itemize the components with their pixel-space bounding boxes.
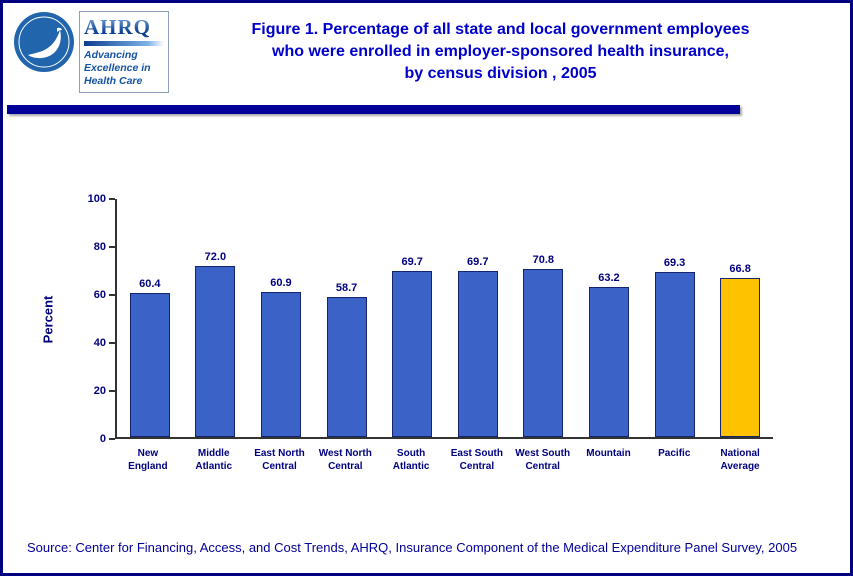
bar-slot: 70.8	[511, 199, 577, 437]
bar-value-label: 60.9	[270, 277, 292, 290]
category-label: Pacific	[641, 443, 707, 473]
y-tick-label: 100	[87, 193, 106, 205]
bar-value-label: 69.7	[467, 256, 489, 269]
ahrq-tagline-line: Health Care	[84, 75, 143, 87]
bar-pacific	[654, 272, 695, 437]
bar-slot: 60.9	[248, 199, 314, 437]
ahrq-logo: AHRQ Advancing Excellence in Health Care	[79, 11, 169, 93]
category-label: New England	[115, 443, 181, 473]
bar-value-label: 72.0	[204, 250, 227, 263]
bar-east-north-central	[260, 292, 301, 437]
category-label: West South Central	[510, 443, 576, 473]
y-axis: 0 20 40 60 80 100	[63, 193, 115, 445]
category-label: Mountain	[576, 443, 642, 473]
bar-south-atlantic	[392, 271, 433, 437]
category-label-line: West North	[318, 448, 372, 459]
ahrq-wordmark: AHRQ	[84, 15, 164, 40]
y-tick: 80	[94, 241, 115, 253]
category-label: East South Central	[444, 443, 510, 473]
bar-slot: 63.2	[576, 199, 642, 437]
category-label-line: Central	[262, 461, 297, 472]
category-label-line: Central	[459, 461, 495, 472]
bar-slot: 69.3	[642, 199, 708, 437]
category-label: West North Central	[312, 443, 378, 473]
category-label-line: Atlantic	[392, 461, 430, 472]
category-label-line: England	[128, 461, 168, 472]
header-divider	[7, 105, 740, 114]
bar-national-average	[720, 278, 761, 437]
bar-west-south-central	[523, 268, 564, 437]
category-label-line: National	[720, 448, 760, 459]
bar-slot: 69.7	[445, 199, 511, 437]
y-tick: 100	[88, 193, 115, 205]
bar-slot: 60.4	[117, 199, 183, 437]
category-label-line: Central	[525, 461, 560, 472]
y-tick-mark	[109, 294, 115, 296]
ahrq-tagline: Advancing Excellence in Health Care	[84, 49, 164, 88]
category-label: National Average	[707, 443, 773, 473]
ahrq-swoosh	[84, 41, 164, 46]
category-label-line: Atlantic	[195, 461, 233, 472]
bar-value-label: 70.8	[532, 253, 555, 266]
hhs-seal-icon	[13, 11, 75, 73]
source-note: Source: Center for Financing, Access, an…	[27, 540, 798, 555]
ahrq-tagline-line: Excellence in	[84, 62, 151, 74]
y-tick-label: 0	[99, 433, 106, 445]
category-label-line: South	[396, 448, 426, 459]
figure-title-line: who were enrolled in employer-sponsored …	[272, 43, 729, 60]
bar-value-label: 63.2	[598, 271, 620, 284]
y-tick: 40	[94, 337, 115, 349]
category-label-line: Middle	[197, 448, 230, 459]
bar-value-label: 60.4	[139, 278, 161, 291]
bar-value-label: 69.3	[663, 257, 686, 270]
y-tick-mark	[109, 342, 115, 344]
y-tick-label: 20	[93, 385, 106, 397]
bar-value-label: 66.8	[729, 263, 751, 276]
y-tick: 20	[94, 385, 115, 397]
category-label-line: West South	[515, 448, 571, 459]
category-label-line: East South	[450, 448, 503, 459]
y-tick-label: 40	[93, 337, 106, 349]
plot-area: 60.4 72.0 60.9 58.7 69.7 69.7 70.8 63.2 69.3 66.8	[115, 199, 773, 439]
category-label: South Atlantic	[378, 443, 444, 473]
category-label-line: Mountain	[586, 448, 631, 459]
y-tick: 0	[100, 433, 115, 445]
y-tick-mark	[109, 390, 115, 392]
y-tick-label: 80	[93, 241, 106, 253]
figure-title: Figure 1. Percentage of all state and lo…	[178, 19, 823, 85]
y-tick: 60	[94, 289, 115, 301]
y-tick-label: 60	[93, 289, 106, 301]
bar-mountain	[588, 286, 629, 437]
y-axis-title-wrap: Percent	[37, 199, 59, 439]
category-label-line: Pacific	[658, 448, 691, 459]
figure-title-line: by census division , 2005	[404, 65, 597, 82]
bar-slot: 69.7	[379, 199, 445, 437]
bar-slot: 66.8	[707, 199, 773, 437]
bar-slot: 58.7	[314, 199, 380, 437]
ahrq-tagline-line: Advancing	[84, 49, 138, 61]
bar-east-south-central	[457, 271, 498, 437]
bar-new-england	[129, 293, 170, 437]
category-label-line: Average	[720, 461, 760, 472]
category-label: East North Central	[247, 443, 313, 473]
y-axis-title: Percent	[40, 295, 56, 343]
bar-value-label: 69.7	[401, 256, 423, 269]
category-label: Middle Atlantic	[181, 443, 247, 473]
bar-value-label: 58.7	[335, 282, 358, 295]
category-label-line: East North	[254, 448, 305, 459]
category-label-line: Central	[328, 461, 363, 472]
y-tick-mark	[109, 198, 115, 200]
bar-middle-atlantic	[195, 265, 236, 437]
category-label-line: New	[137, 448, 159, 459]
bar-west-north-central	[326, 297, 367, 437]
figure-title-line: Figure 1. Percentage of all state and lo…	[251, 21, 750, 38]
y-tick-mark	[109, 246, 115, 248]
hhs-eagle-icon	[14, 12, 74, 72]
x-axis-labels: New England Middle Atlantic East North Centra…	[115, 443, 773, 473]
y-tick-mark	[109, 438, 115, 440]
bar-slot: 72.0	[183, 199, 249, 437]
